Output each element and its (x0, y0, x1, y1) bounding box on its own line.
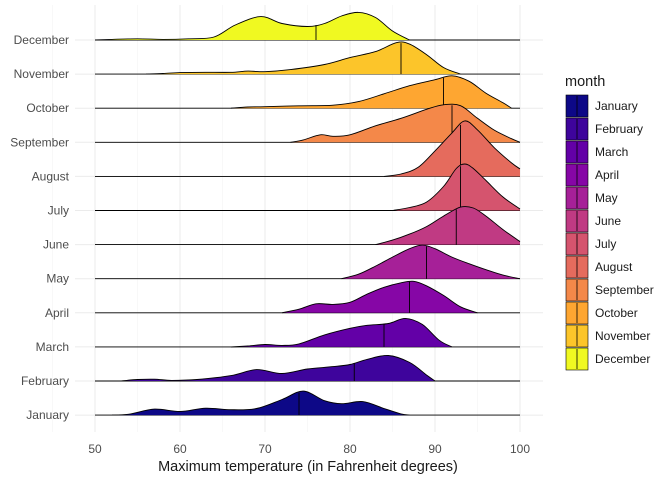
ridge-area (290, 104, 520, 143)
ridges (94, 11, 521, 416)
legend-item-july: July (565, 232, 616, 256)
legend-label: September (595, 283, 654, 297)
legend-label: January (595, 99, 638, 113)
ridge-january (95, 390, 520, 416)
legend-label: August (595, 260, 633, 274)
legend-item-april: April (565, 163, 619, 187)
legend-item-january: January (565, 94, 638, 118)
ridge-outline (383, 120, 521, 177)
legend-title: month (565, 74, 605, 90)
y-tick-label: August (32, 169, 70, 183)
ridge-outline (94, 11, 410, 41)
ridge-outline (230, 317, 453, 348)
ridge-area (384, 120, 520, 177)
ridge-august (95, 120, 521, 177)
legend-item-december: December (565, 347, 650, 371)
x-tick-label: 50 (88, 442, 102, 456)
ridge-outline (290, 103, 521, 143)
ridge-november (95, 41, 520, 75)
ridge-december (94, 11, 520, 41)
legend-label: May (595, 191, 618, 205)
x-tick-label: 90 (428, 442, 442, 456)
y-tick-label: July (48, 204, 69, 218)
ridge-outline (145, 41, 461, 75)
ridge-area (120, 355, 435, 381)
y-tick-label: September (10, 135, 69, 149)
ridge-area (95, 12, 410, 40)
x-axis-tick-labels: 50 60 70 80 90 100 (88, 442, 530, 456)
legend-item-october: October (565, 301, 638, 325)
legend-item-march: March (565, 140, 628, 164)
y-tick-label: December (14, 33, 69, 47)
legend-item-september: September (565, 278, 654, 302)
ridge-area (112, 391, 410, 416)
ridge-february (95, 355, 520, 382)
ridge-outline (120, 355, 436, 382)
x-tick-label: 70 (258, 442, 272, 456)
ridge-area (282, 281, 478, 313)
y-tick-label: February (21, 374, 69, 388)
ridge-outline (392, 163, 521, 211)
ridge-area (341, 245, 520, 279)
ridge-area (231, 75, 512, 109)
y-tick-label: May (46, 272, 69, 286)
y-tick-label: April (45, 306, 69, 320)
legend-item-may: May (565, 186, 618, 210)
legend-label: March (595, 145, 628, 159)
ridge-may (95, 244, 521, 280)
y-tick-label: January (26, 408, 69, 422)
y-tick-label: October (26, 101, 69, 115)
y-tick-label: November (14, 67, 69, 81)
ridge-outline (111, 390, 410, 416)
legend-item-november: November (565, 324, 650, 348)
ridge-outline (230, 75, 512, 109)
legend-label: November (595, 329, 650, 343)
legend-label: October (595, 306, 638, 320)
ridge-area (231, 318, 452, 347)
legend-label: July (595, 237, 616, 251)
legend-label: December (595, 352, 650, 366)
y-axis-tick-labels: January February March April May June July Augu… (10, 33, 69, 422)
ridge-area (392, 164, 520, 211)
ridge-outline (375, 205, 521, 246)
y-tick-label: March (36, 340, 69, 354)
x-tick-label: 80 (343, 442, 357, 456)
legend-item-august: August (565, 255, 633, 279)
ridge-june (95, 205, 521, 246)
legend-label: February (595, 122, 643, 136)
legend: month January February March April May June Ju… (565, 74, 654, 371)
ridge-march (95, 317, 520, 348)
legend-item-june: June (565, 209, 621, 233)
legend-label: April (595, 168, 619, 182)
y-tick-label: June (43, 238, 69, 252)
ridge-july (95, 163, 521, 211)
x-tick-label: 100 (510, 442, 530, 456)
legend-label: June (595, 214, 621, 228)
legend-item-february: February (565, 117, 643, 141)
x-axis-label: Maximum temperature (in Fahrenheit degre… (158, 459, 458, 475)
ridge-area (375, 206, 520, 245)
x-tick-label: 60 (173, 442, 187, 456)
ridge-area (146, 41, 461, 75)
ridge-outline (341, 244, 521, 280)
ridge-april (95, 280, 520, 314)
ridge-outline (281, 280, 478, 314)
